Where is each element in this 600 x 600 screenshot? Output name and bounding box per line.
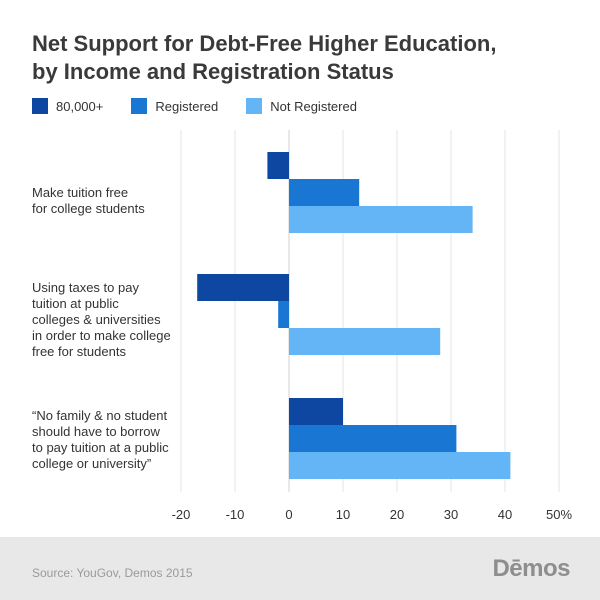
legend-label-not-registered: Not Registered <box>270 98 357 114</box>
x-tick-label: 20 <box>390 507 404 522</box>
legend-item-not-registered: Not Registered <box>246 98 357 114</box>
legend-label-registered: Registered <box>155 98 219 114</box>
x-tick-label: -10 <box>226 507 245 522</box>
legend-item-registered: Registered <box>131 98 218 114</box>
bar-not-registered-1 <box>289 328 441 355</box>
chart-title-line-1: Net Support for Debt-Free Higher Educati… <box>32 31 497 56</box>
x-tick-label: 40 <box>498 507 512 522</box>
footer: Source: YouGov, Demos 2015 Dēmos <box>0 537 600 600</box>
demos-logo: Dēmos <box>492 555 570 582</box>
bar-not-registered-0 <box>289 206 473 233</box>
category-label-no-borrowing: “No family & no student should have to b… <box>32 408 169 471</box>
x-tick-label: 0 <box>285 507 292 522</box>
bar-80-000--2 <box>289 398 343 425</box>
bar-registered-2 <box>289 425 457 452</box>
legend-swatch-registered <box>131 98 148 114</box>
legend-swatch-80000 <box>32 98 48 114</box>
x-tick-label: 50% <box>546 507 572 522</box>
bar-registered-1 <box>278 301 289 328</box>
legend-label-80000: 80,000+ <box>56 98 104 114</box>
legend-swatch-not-registered <box>246 98 263 114</box>
bar-registered-0 <box>289 179 360 206</box>
bar-chart: -20 -10 0 10 20 30 40 50% <box>172 130 572 522</box>
x-tick-label: 30 <box>444 507 458 522</box>
source-note: Source: YouGov, Demos 2015 <box>32 566 193 580</box>
legend: 80,000+ Registered Not Registered <box>32 98 385 114</box>
category-label-taxes: Using taxes to pay tuition at public col… <box>32 280 171 359</box>
x-tick-label: 10 <box>336 507 350 522</box>
chart-title: Net Support for Debt-Free Higher Educati… <box>32 30 496 86</box>
chart-title-line-2: by Income and Registration Status <box>32 59 394 84</box>
bar-80-000--0 <box>267 152 289 179</box>
category-label-free-tuition: Make tuition free for college students <box>32 185 145 216</box>
bar-not-registered-2 <box>289 452 511 479</box>
legend-item-80000: 80,000+ <box>32 98 103 114</box>
bar-80-000--1 <box>197 274 289 301</box>
x-tick-label: -20 <box>172 507 191 522</box>
